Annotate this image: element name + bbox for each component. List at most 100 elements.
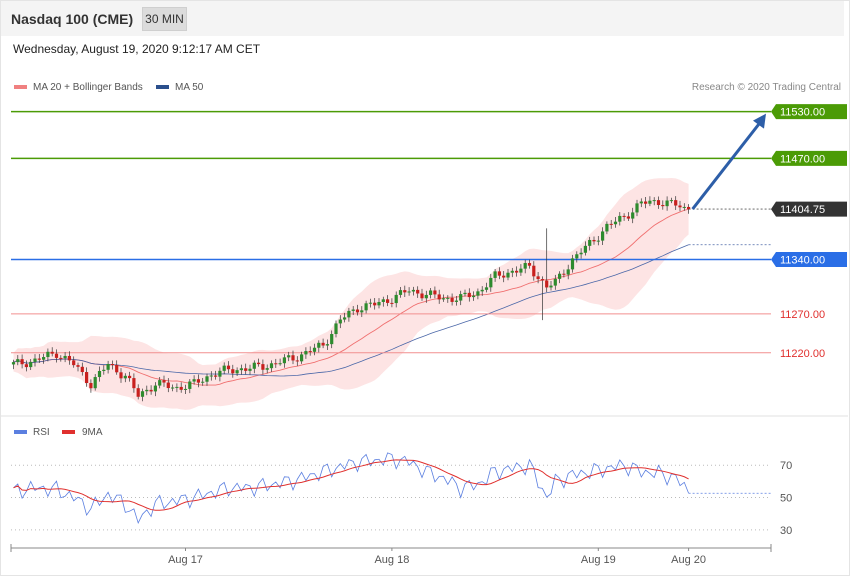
candle-body (24, 364, 28, 368)
candle (171, 384, 175, 392)
candle (433, 286, 437, 299)
last-price-tag-label: 11404.75 (780, 204, 825, 216)
candle-body (330, 334, 334, 345)
candle-body (295, 360, 299, 362)
candle-body (635, 203, 639, 213)
candle-body (669, 200, 673, 202)
candle-body (674, 200, 678, 206)
candle-body (179, 386, 183, 390)
candle (179, 382, 183, 393)
candle (115, 360, 119, 375)
candle-body (42, 357, 46, 360)
candle (85, 367, 89, 387)
chart-datetime: Wednesday, August 19, 2020 9:12:17 AM CE… (13, 42, 261, 56)
candle (196, 374, 200, 388)
candle (252, 360, 256, 374)
candle (136, 384, 140, 400)
time-axis-label: Aug 20 (671, 554, 706, 566)
candle (364, 300, 368, 314)
candle-body (398, 290, 403, 295)
candle (33, 354, 37, 367)
candle-body (153, 385, 157, 392)
candle (497, 267, 501, 280)
timeframe-badge[interactable]: 30 MIN (142, 7, 187, 31)
candle-body (334, 323, 338, 335)
candle (644, 196, 648, 209)
candle-body (287, 355, 291, 358)
candle-body (450, 297, 454, 302)
candle-body (506, 272, 510, 278)
candle (145, 385, 149, 396)
bollinger-band-layer (13, 177, 689, 410)
candle (476, 288, 480, 300)
candle-body (54, 353, 59, 358)
candle (609, 219, 613, 229)
candle-body (622, 215, 626, 217)
candle-body (222, 365, 226, 371)
candle-body (665, 200, 669, 207)
ma50-legend-swatch (156, 85, 169, 89)
candle-body (368, 302, 372, 304)
candle (355, 304, 360, 316)
candle-body (162, 380, 166, 383)
candle (648, 196, 652, 207)
candle-body (502, 275, 506, 278)
candle-body (497, 271, 501, 276)
candle-body (545, 280, 549, 288)
candle-body (269, 363, 274, 369)
candle (300, 351, 304, 364)
candle-body (119, 372, 123, 379)
candle (669, 197, 673, 204)
candle (549, 280, 553, 291)
rsi-line (13, 452, 689, 525)
candle (149, 385, 153, 395)
candle (652, 197, 656, 206)
candle (420, 288, 424, 301)
candle (527, 259, 532, 269)
candle (506, 269, 510, 281)
candle-body (183, 388, 188, 390)
candle-body (381, 299, 385, 302)
candle-body (308, 351, 312, 353)
candle-body (390, 302, 394, 304)
candle-body (11, 362, 16, 365)
candle-body (278, 363, 282, 365)
candle-body (239, 368, 243, 371)
candle-body (291, 355, 295, 361)
candle (269, 360, 274, 372)
candle (351, 306, 355, 316)
candle-body (579, 252, 583, 255)
candle (20, 354, 24, 369)
candle (287, 351, 291, 362)
candle (484, 282, 489, 293)
candle (519, 264, 523, 276)
candle (226, 361, 231, 374)
candle (304, 347, 308, 359)
candle (360, 306, 364, 318)
candle-body (209, 375, 213, 377)
candle-body (93, 377, 97, 389)
candle (231, 364, 235, 378)
resistance-price-tag-label: 11530.00 (780, 107, 825, 119)
candle (407, 287, 411, 296)
candle (489, 273, 493, 292)
candle-body (85, 372, 89, 383)
candle (24, 360, 28, 372)
candle (278, 358, 282, 366)
candle (592, 236, 596, 245)
candle (29, 359, 33, 371)
candle (166, 378, 170, 393)
candle (42, 353, 46, 364)
candle (562, 269, 566, 278)
candle (553, 274, 557, 290)
candle (59, 355, 63, 362)
candle (123, 373, 127, 383)
candle (46, 348, 50, 362)
candle (678, 200, 682, 212)
candle-body (72, 360, 76, 366)
candle-body (158, 380, 162, 386)
bollinger-band (13, 177, 689, 410)
candle (661, 200, 665, 210)
candle (282, 354, 286, 368)
candle-body (480, 289, 484, 292)
